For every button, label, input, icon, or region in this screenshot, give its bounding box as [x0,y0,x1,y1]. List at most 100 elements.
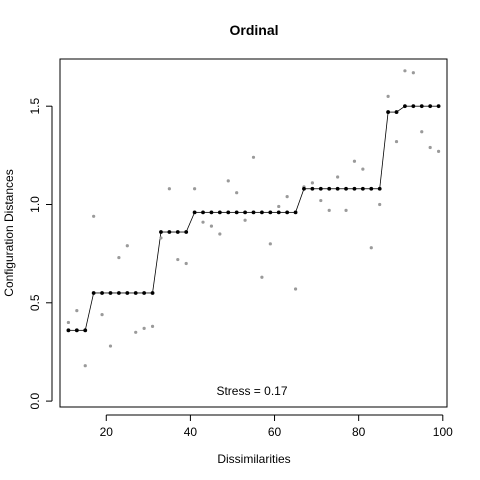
fitted-point [327,186,332,191]
fitted-point [125,291,130,295]
fitted-point [116,291,121,295]
observed-point [428,145,432,150]
observed-point [260,275,264,279]
fitted-point [108,291,113,295]
observed-point [352,159,357,163]
fitted-point [175,230,180,234]
observed-point [336,175,340,179]
observed-point [344,208,348,212]
observed-point [310,181,314,185]
fitted-point [344,186,348,191]
x-tick-label: 40 [184,425,198,439]
fitted-point [83,328,88,333]
y-tick-label: 0.5 [28,294,42,311]
observed-point [327,208,331,212]
chart-title: Ordinal [229,22,278,38]
observed-point [386,94,390,98]
observed-point [150,324,155,328]
fitted-point [335,186,340,191]
observed-point [75,309,79,313]
fitted-point [234,210,239,215]
fitted-point [66,328,71,333]
fitted-point [318,186,323,191]
observed-point [125,244,129,248]
observed-point [117,255,121,260]
fitted-line-segment [185,212,195,233]
observed-point [167,187,171,191]
observed-point [108,344,113,348]
fitted-point [159,230,163,234]
y-axis-label: Configuration Distances [2,169,16,296]
fitted-point [285,210,290,215]
fitted-point [184,230,189,234]
observed-point [411,71,415,75]
fitted-point [201,210,205,215]
fitted-point [310,186,315,191]
fitted-point [226,210,231,215]
observed-point [251,155,256,159]
observed-point [209,224,214,228]
y-tick-label: 1.0 [28,196,42,213]
observed-point [100,312,104,317]
fitted-point [419,104,424,109]
observed-point [361,167,365,171]
y-tick-label: 0.0 [28,392,42,409]
fitted-point [74,328,79,333]
observed-point [277,204,281,209]
fitted-point [403,104,407,109]
fitted-point [352,186,357,191]
observed-point [218,232,222,236]
fitted-point [360,186,365,191]
fitted-line-segment [379,112,389,189]
fitted-point [369,186,374,191]
fitted-point [209,210,214,215]
observed-point [159,236,163,240]
observed-point [293,287,298,291]
fitted-point [150,291,155,295]
y-tick-label: 1.5 [28,98,42,115]
observed-point [201,220,205,224]
observed-point [394,139,399,144]
observed-point [226,179,230,183]
x-tick-label: 20 [100,425,114,439]
fitted-point [243,210,247,215]
fitted-point [302,186,306,191]
observed-point [134,330,138,334]
fitted-point [100,291,104,295]
observed-point [436,149,441,154]
x-tick-label: 60 [268,425,282,439]
fitted-line-segment [84,292,95,331]
fitted-point [436,104,441,109]
observed-point [243,218,247,222]
x-tick-label: 100 [433,425,453,439]
observed-point [184,261,188,266]
fitted-point [91,291,96,295]
fitted-point [293,210,298,215]
fitted-point [217,210,222,215]
observed-point [319,198,323,203]
fitted-point [260,210,264,215]
observed-point [66,320,71,325]
plot-frame [59,58,448,408]
fitted-point [192,210,197,215]
observed-point [193,187,197,191]
observed-point [83,364,87,368]
fitted-point [386,110,391,114]
x-axis-label: Dissimilarities [217,452,290,466]
observed-point [420,130,424,134]
observed-point [176,257,180,262]
observed-point [268,242,272,246]
fitted-point [428,104,433,109]
observed-point [369,246,373,250]
observed-point [235,191,239,195]
fitted-point [133,291,138,295]
x-tick-label: 80 [352,425,366,439]
stress-annotation: Stress = 0.17 [216,384,287,398]
fitted-point [394,110,399,114]
observed-point [403,69,407,73]
fitted-point [377,186,382,191]
observed-point [378,202,382,207]
observed-point [285,195,289,199]
